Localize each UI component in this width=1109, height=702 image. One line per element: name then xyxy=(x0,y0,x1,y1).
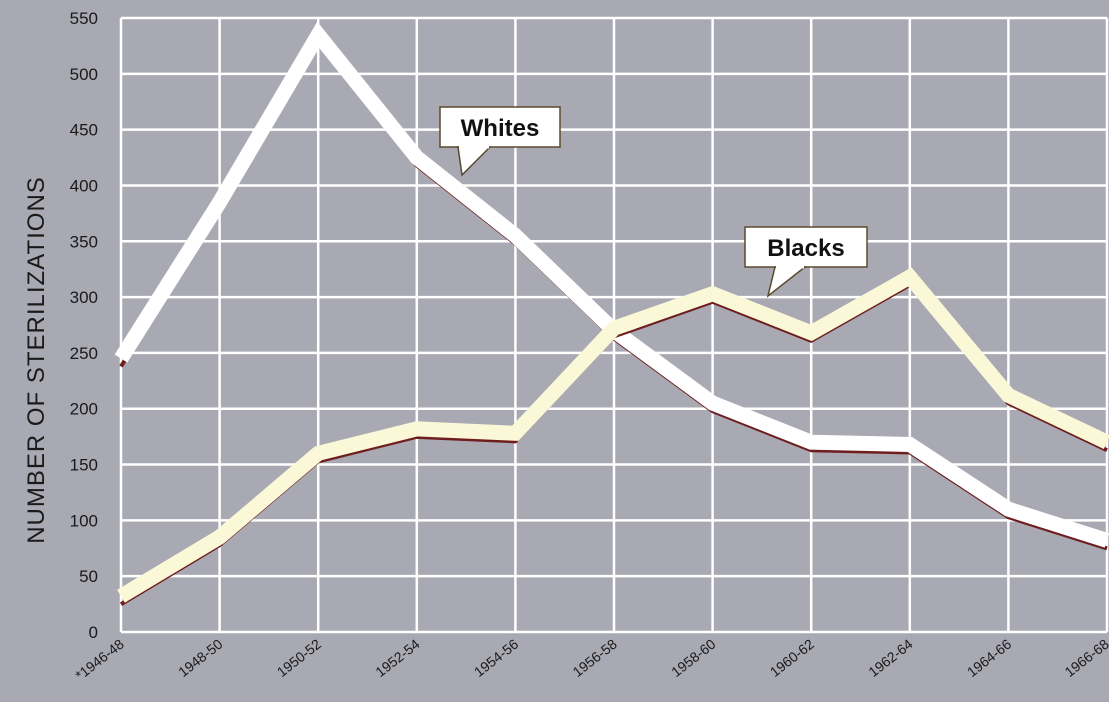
x-axis-ticks: *1946-48 1948-50 1950-52 1952-54 1954-56 1956… xyxy=(72,636,1109,684)
y-tick-label: 50 xyxy=(79,567,98,586)
whites-point xyxy=(317,34,319,36)
blacks-point xyxy=(317,452,319,454)
x-tick-label: *1946-48 xyxy=(72,636,127,684)
y-tick-label: 150 xyxy=(70,456,98,475)
whites-callout: Whites xyxy=(439,106,561,177)
blacks-point xyxy=(219,536,221,538)
blacks-point xyxy=(416,428,418,430)
whites-callout-box xyxy=(439,106,561,148)
whites-point xyxy=(416,157,418,159)
y-tick-label: 400 xyxy=(70,176,98,195)
whites-point xyxy=(514,235,516,237)
blacks-callout-pointer xyxy=(766,266,808,298)
x-tick-label: 1964-66 xyxy=(964,636,1015,680)
y-axis-ticks: 0 50 100 150 200 250 300 350 400 450 500 550 xyxy=(70,9,98,642)
x-tick-label: 1960-62 xyxy=(767,636,818,680)
blacks-series-line xyxy=(117,267,1109,603)
x-tick-label: 1958-60 xyxy=(668,636,719,680)
y-tick-label: 350 xyxy=(70,232,98,251)
whites-point xyxy=(120,357,122,359)
blacks-point xyxy=(514,432,516,434)
blacks-point xyxy=(120,595,122,597)
y-tick-label: 500 xyxy=(70,65,98,84)
y-tick-label: 450 xyxy=(70,121,98,140)
x-tick-label: 1952-54 xyxy=(372,636,423,680)
whites-point xyxy=(1007,508,1009,510)
whites-point xyxy=(909,443,911,445)
blacks-point xyxy=(613,327,615,329)
blacks-callout: Blacks xyxy=(744,226,868,298)
x-tick-label: 1948-50 xyxy=(175,636,226,680)
series-lines xyxy=(114,21,1109,606)
blacks-point xyxy=(1007,394,1009,396)
series-callouts: Whites Blacks xyxy=(439,106,868,298)
blacks-point xyxy=(810,332,812,334)
blacks-point xyxy=(712,293,714,295)
x-tick-label: 1966-68 xyxy=(1062,636,1109,680)
whites-point xyxy=(712,402,714,404)
whites-point xyxy=(219,201,221,203)
x-tick-label: 1962-64 xyxy=(865,636,916,680)
x-tick-label: 1956-58 xyxy=(570,636,621,680)
y-tick-label: 550 xyxy=(70,9,98,28)
y-tick-label: 300 xyxy=(70,288,98,307)
y-tick-label: 250 xyxy=(70,344,98,363)
x-tick-label: 1950-52 xyxy=(274,636,325,680)
whites-point xyxy=(810,441,812,443)
whites-point xyxy=(1106,539,1108,541)
y-tick-label: 100 xyxy=(70,511,98,530)
whites-legend-label: Whites xyxy=(461,115,540,142)
y-axis-label: NUMBER OF STERILIZATIONS xyxy=(23,176,50,544)
y-tick-label: 200 xyxy=(70,400,98,419)
x-tick-label: 1954-56 xyxy=(471,636,522,680)
blacks-legend-label: Blacks xyxy=(767,235,844,262)
whites-callout-pointer xyxy=(457,146,492,177)
y-tick-label: 0 xyxy=(89,623,98,642)
blacks-series xyxy=(117,267,1109,606)
blacks-point xyxy=(909,276,911,278)
blacks-point xyxy=(1106,441,1108,443)
